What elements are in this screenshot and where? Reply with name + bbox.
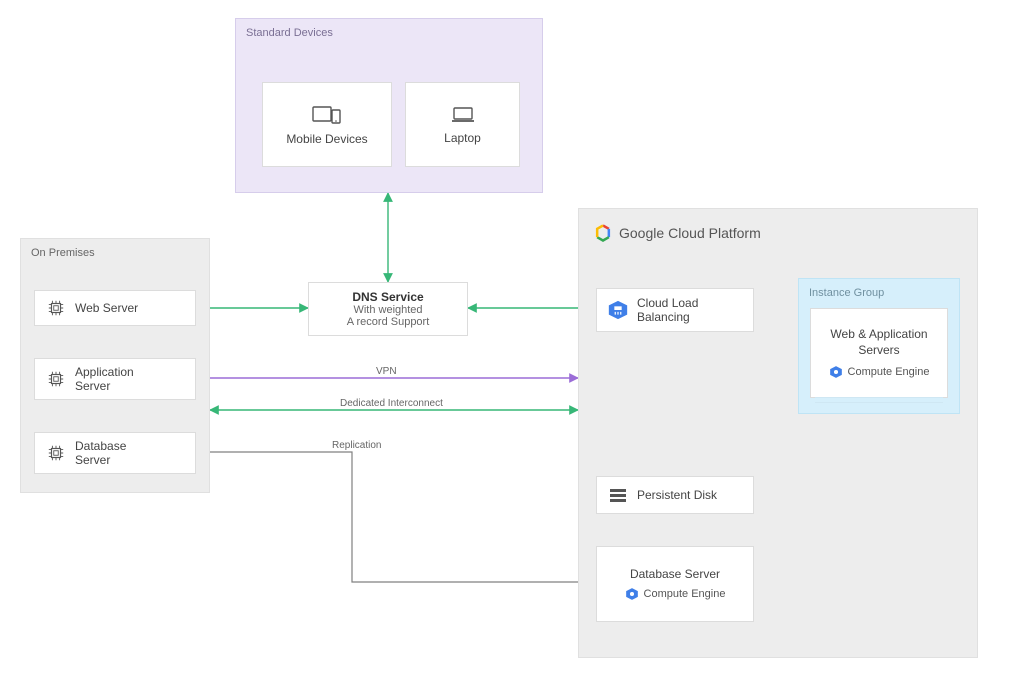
node-db-server: DatabaseServer bbox=[34, 432, 196, 474]
pdisk-label: Persistent Disk bbox=[637, 488, 717, 502]
node-cloud-load-balancing: Cloud LoadBalancing bbox=[596, 288, 754, 332]
cloud-db-sub: Compute Engine bbox=[644, 588, 726, 600]
node-dns: DNS Service With weighted A record Suppo… bbox=[308, 282, 468, 336]
dns-sub2: A record Support bbox=[347, 316, 430, 328]
edge-label-vpn: VPN bbox=[372, 366, 401, 377]
node-app-server: ApplicationServer bbox=[34, 358, 196, 400]
node-cloud-db: Database Server Compute Engine bbox=[596, 546, 754, 622]
laptop-label: Laptop bbox=[444, 131, 481, 145]
cpu-icon bbox=[45, 297, 67, 319]
disk-icon bbox=[607, 484, 629, 506]
node-laptop: Laptop bbox=[405, 82, 520, 167]
gcp-logo: Google Cloud Platform bbox=[593, 223, 761, 243]
web-server-label: Web Server bbox=[75, 301, 138, 315]
gcp-logo-text1: Google bbox=[619, 225, 664, 241]
node-web-server: Web Server bbox=[34, 290, 196, 326]
region-onprem-title: On Premises bbox=[31, 247, 95, 259]
laptop-icon bbox=[450, 105, 476, 125]
dns-sub1: With weighted bbox=[353, 304, 422, 316]
db-server-label: DatabaseServer bbox=[75, 439, 126, 468]
mobile-devices-icon bbox=[312, 104, 342, 126]
cloud-db-title: Database Server bbox=[630, 567, 720, 581]
load-balancer-icon bbox=[607, 299, 629, 321]
clb-label: Cloud LoadBalancing bbox=[637, 296, 698, 325]
cloud-db-engine: Compute Engine bbox=[625, 587, 726, 601]
region-instance-title: Instance Group bbox=[809, 287, 884, 299]
edge-label-replication: Replication bbox=[328, 440, 385, 451]
webapp-title: Web & ApplicationServers bbox=[830, 327, 927, 358]
gcp-ring-icon bbox=[593, 223, 613, 243]
cpu-icon bbox=[45, 442, 67, 464]
dns-title: DNS Service bbox=[352, 290, 423, 304]
webapp-sub: Compute Engine bbox=[848, 366, 930, 378]
cpu-icon bbox=[45, 368, 67, 390]
webapp-engine: Compute Engine bbox=[829, 365, 930, 379]
webapp-stack-lines bbox=[815, 397, 943, 403]
node-mobile-devices: Mobile Devices bbox=[262, 82, 392, 167]
region-devices-title: Standard Devices bbox=[246, 27, 333, 39]
node-persistent-disk: Persistent Disk bbox=[596, 476, 754, 514]
mobile-devices-label: Mobile Devices bbox=[286, 132, 367, 146]
edge-label-dedicated: Dedicated Interconnect bbox=[336, 398, 447, 409]
gcp-logo-text2: Cloud Platform bbox=[668, 225, 761, 241]
app-server-label: ApplicationServer bbox=[75, 365, 134, 394]
node-web-app-servers: Web & ApplicationServers Compute Engine bbox=[810, 308, 948, 398]
